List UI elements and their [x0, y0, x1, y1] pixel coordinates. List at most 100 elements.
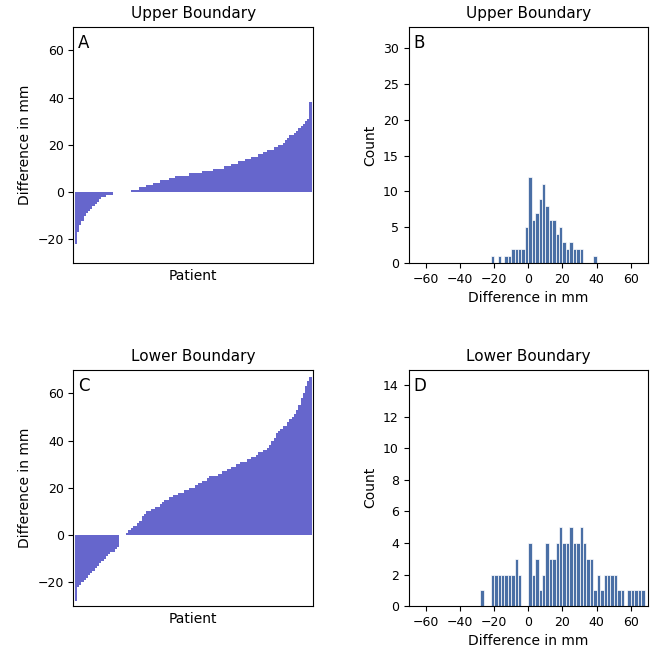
Bar: [222, 472, 224, 535]
Bar: [193, 488, 196, 535]
Bar: [593, 256, 597, 263]
Bar: [566, 543, 569, 606]
Bar: [110, 192, 113, 194]
Bar: [151, 509, 153, 535]
Bar: [178, 493, 180, 535]
Bar: [538, 198, 542, 263]
Bar: [301, 398, 303, 535]
Bar: [90, 535, 92, 573]
Bar: [508, 575, 511, 606]
Bar: [569, 242, 572, 263]
Bar: [528, 543, 532, 606]
Bar: [309, 377, 312, 535]
Bar: [498, 256, 501, 263]
Bar: [611, 575, 614, 606]
X-axis label: Difference in mm: Difference in mm: [468, 292, 589, 306]
Bar: [130, 528, 133, 535]
Bar: [303, 124, 305, 192]
Bar: [278, 431, 281, 535]
Bar: [289, 135, 292, 192]
Bar: [511, 575, 514, 606]
Bar: [258, 452, 261, 535]
Bar: [102, 192, 104, 197]
Bar: [81, 192, 84, 220]
Bar: [142, 187, 144, 192]
Bar: [267, 150, 269, 192]
Bar: [104, 192, 106, 197]
Bar: [256, 157, 258, 192]
Bar: [90, 192, 92, 208]
Bar: [305, 121, 307, 192]
Bar: [576, 249, 580, 263]
Bar: [244, 462, 247, 535]
Bar: [583, 543, 587, 606]
Bar: [188, 488, 191, 535]
Title: Upper Boundary: Upper Boundary: [131, 6, 256, 21]
Bar: [160, 504, 162, 535]
Bar: [193, 173, 196, 192]
Bar: [566, 249, 569, 263]
Bar: [171, 178, 173, 192]
Bar: [75, 192, 77, 244]
Bar: [580, 249, 583, 263]
Bar: [211, 476, 213, 535]
Bar: [100, 535, 102, 563]
Bar: [151, 185, 153, 192]
Bar: [600, 590, 603, 606]
Text: A: A: [78, 34, 90, 52]
Bar: [222, 168, 224, 192]
Bar: [587, 559, 590, 606]
Bar: [135, 190, 137, 192]
Bar: [294, 414, 296, 535]
Bar: [301, 126, 303, 192]
Title: Upper Boundary: Upper Boundary: [466, 6, 591, 21]
Bar: [173, 495, 175, 535]
Bar: [137, 190, 140, 192]
Bar: [171, 498, 173, 535]
Bar: [198, 483, 200, 535]
Bar: [206, 171, 209, 192]
Bar: [229, 469, 231, 535]
Bar: [108, 192, 110, 194]
Bar: [133, 190, 135, 192]
Bar: [216, 168, 218, 192]
Bar: [204, 481, 206, 535]
Bar: [160, 180, 162, 192]
Bar: [97, 192, 100, 202]
Bar: [307, 382, 309, 535]
Bar: [128, 530, 130, 535]
Bar: [173, 178, 175, 192]
Bar: [261, 452, 263, 535]
Bar: [296, 410, 299, 535]
Bar: [182, 493, 184, 535]
Bar: [209, 171, 211, 192]
Bar: [180, 493, 182, 535]
Bar: [184, 490, 186, 535]
Bar: [285, 426, 287, 535]
Bar: [186, 490, 188, 535]
Bar: [545, 543, 549, 606]
Bar: [100, 192, 102, 199]
Bar: [188, 173, 191, 192]
Bar: [162, 180, 164, 192]
Bar: [238, 464, 240, 535]
Bar: [206, 478, 209, 535]
Bar: [532, 220, 535, 263]
Bar: [569, 527, 572, 606]
Bar: [498, 575, 501, 606]
Bar: [166, 500, 168, 535]
Bar: [97, 535, 100, 566]
Bar: [580, 527, 583, 606]
Bar: [180, 176, 182, 192]
Bar: [556, 234, 559, 263]
X-axis label: Patient: Patient: [169, 268, 217, 282]
Bar: [108, 535, 110, 554]
Y-axis label: Difference in mm: Difference in mm: [18, 85, 32, 205]
Bar: [164, 500, 166, 535]
Bar: [226, 469, 229, 535]
Bar: [635, 590, 638, 606]
Bar: [287, 138, 289, 192]
Bar: [562, 543, 566, 606]
Bar: [220, 474, 222, 535]
Bar: [269, 446, 271, 535]
